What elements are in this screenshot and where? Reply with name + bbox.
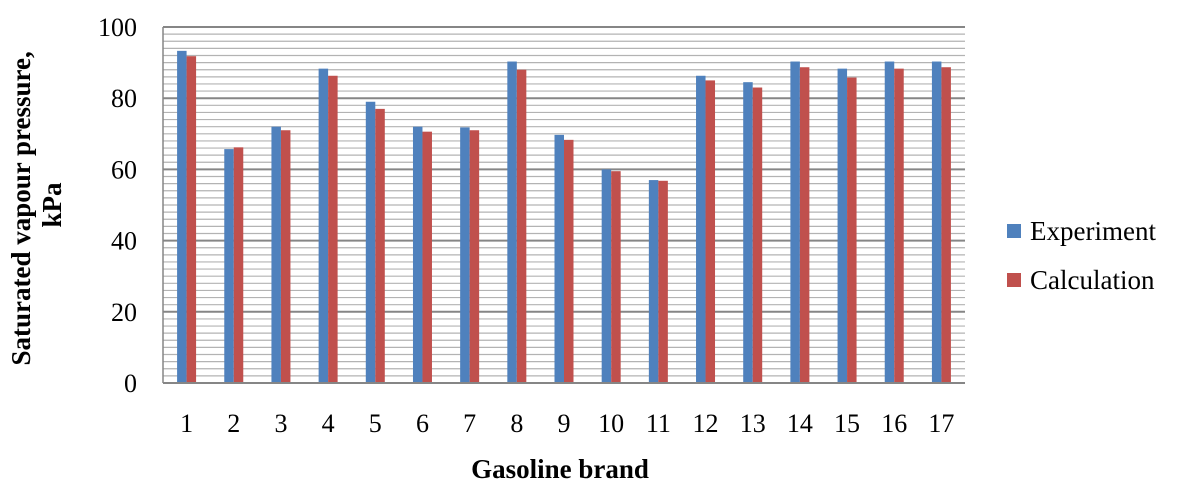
- bar-calculation-15: [847, 77, 857, 383]
- x-tick-label: 5: [369, 409, 382, 438]
- bar-calculation-11: [658, 180, 668, 383]
- bar-experiment-1: [177, 50, 187, 384]
- bar-calculation-9: [564, 139, 574, 383]
- x-tick-label: 9: [558, 409, 571, 438]
- y-tick-label: 100: [98, 13, 137, 42]
- x-tick-label: 7: [463, 409, 476, 438]
- bar-experiment-11: [648, 180, 659, 383]
- x-tick-label: 13: [740, 409, 766, 438]
- legend-swatch-experiment: [1007, 224, 1021, 238]
- bar-calculation-1: [186, 56, 197, 383]
- bar-experiment-17: [931, 61, 942, 383]
- x-tick-label: 14: [787, 409, 813, 438]
- x-tick-label: 2: [227, 409, 240, 438]
- bar-calculation-8: [516, 69, 527, 383]
- y-axis-title-line-1: Saturated vapour pressure,: [6, 51, 36, 365]
- legend: Experiment Calculation: [1007, 216, 1156, 295]
- x-tick-label: 11: [646, 409, 671, 438]
- x-tick-label: 1: [180, 409, 193, 438]
- x-tick-label: 6: [416, 409, 429, 438]
- bar-calculation-14: [799, 67, 810, 383]
- bar-experiment-4: [318, 68, 329, 383]
- y-tick-labels: 0 20 40 60 80 100: [98, 13, 137, 398]
- x-tick-label: 15: [834, 409, 860, 438]
- y-tick-label: 40: [111, 227, 137, 256]
- bar-experiment-8: [507, 61, 517, 383]
- bar-calculation-4: [328, 75, 338, 383]
- bar-experiment-6: [412, 126, 423, 384]
- bar-experiment-7: [460, 127, 470, 383]
- bar-calculation-13: [752, 87, 763, 384]
- bar-calculation-16: [894, 68, 904, 383]
- y-tick-label: 20: [111, 298, 137, 327]
- x-tick-label: 10: [598, 409, 624, 438]
- bar-experiment-2: [224, 149, 234, 383]
- bar-experiment-3: [271, 126, 281, 384]
- legend-swatch-calculation: [1007, 273, 1021, 287]
- y-tick-label: 0: [124, 369, 137, 398]
- x-tick-label: 12: [693, 409, 719, 438]
- bar-calculation-2: [233, 147, 244, 383]
- x-tick-label: 4: [322, 409, 335, 438]
- bar-experiment-10: [601, 169, 612, 383]
- bar-calculation-7: [469, 130, 480, 383]
- bar-calculation-12: [705, 80, 716, 384]
- bar-experiment-12: [696, 75, 706, 383]
- bars: [177, 50, 951, 384]
- y-axis-title-line-2: kPa: [37, 182, 67, 228]
- legend-label-experiment: Experiment: [1030, 216, 1156, 246]
- bar-calculation-5: [375, 108, 385, 383]
- x-tick-label: 3: [274, 409, 287, 438]
- bar-experiment-14: [790, 61, 800, 383]
- x-tick-label: 16: [881, 409, 907, 438]
- bar-experiment-9: [554, 134, 564, 383]
- bar-calculation-6: [422, 131, 432, 383]
- bar-experiment-15: [837, 68, 848, 383]
- bar-experiment-16: [884, 61, 895, 383]
- axes: [162, 27, 965, 384]
- x-tick-labels: 1 2 3 4 5 6 7 8 9 10 11 12 13 14 15 16 17: [180, 409, 954, 438]
- x-axis-title: Gasoline brand: [471, 454, 649, 484]
- bar-calculation-3: [280, 130, 291, 383]
- y-tick-label: 60: [111, 155, 137, 184]
- y-axis-title: Saturated vapour pressure, kPa: [6, 44, 67, 365]
- x-tick-label: 17: [928, 409, 954, 438]
- x-tick-label: 8: [510, 409, 523, 438]
- legend-label-calculation: Calculation: [1030, 265, 1155, 295]
- bar-experiment-13: [743, 82, 753, 384]
- y-tick-label: 80: [111, 84, 137, 113]
- bar-calculation-10: [611, 171, 621, 383]
- bar-calculation-17: [941, 67, 951, 383]
- bar-experiment-5: [365, 101, 376, 383]
